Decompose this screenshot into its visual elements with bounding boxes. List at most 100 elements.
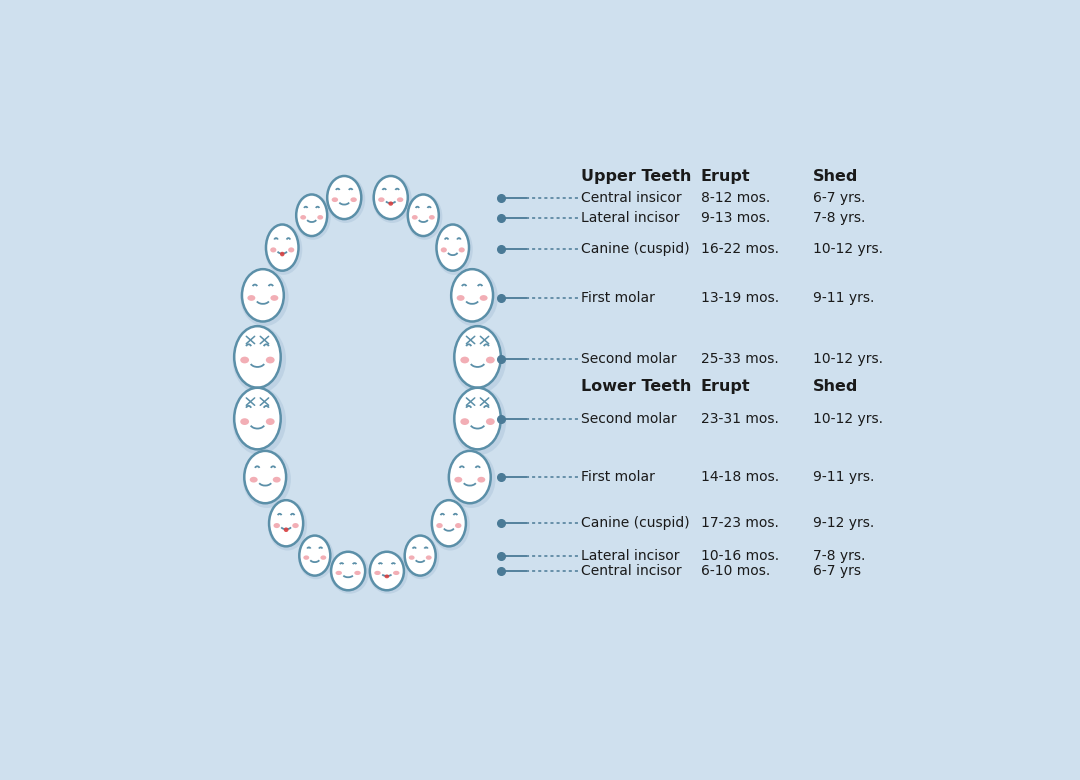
- Ellipse shape: [273, 523, 280, 528]
- Text: Lower Teeth: Lower Teeth: [581, 379, 691, 394]
- Text: First molar: First molar: [581, 470, 654, 484]
- Ellipse shape: [369, 551, 404, 590]
- Ellipse shape: [332, 551, 365, 590]
- Text: Canine (cuspid): Canine (cuspid): [581, 516, 689, 530]
- Ellipse shape: [449, 451, 490, 503]
- Text: Central incisor: Central incisor: [581, 564, 681, 578]
- Ellipse shape: [295, 194, 330, 239]
- Ellipse shape: [350, 197, 356, 202]
- Ellipse shape: [299, 536, 330, 576]
- Text: 9-11 yrs.: 9-11 yrs.: [813, 470, 875, 484]
- Ellipse shape: [270, 247, 276, 253]
- Ellipse shape: [269, 500, 303, 546]
- Text: 6-10 mos.: 6-10 mos.: [701, 564, 770, 578]
- Text: Central insicor: Central insicor: [581, 190, 681, 204]
- Ellipse shape: [404, 535, 440, 580]
- Text: 14-18 mos.: 14-18 mos.: [701, 470, 779, 484]
- Ellipse shape: [249, 477, 258, 483]
- Ellipse shape: [407, 194, 443, 239]
- Ellipse shape: [405, 536, 435, 576]
- Ellipse shape: [280, 252, 284, 257]
- Text: 13-19 mos.: 13-19 mos.: [701, 291, 779, 305]
- Ellipse shape: [268, 500, 307, 551]
- Ellipse shape: [449, 268, 498, 326]
- Text: Erupt: Erupt: [701, 379, 751, 394]
- Text: 9-12 yrs.: 9-12 yrs.: [813, 516, 875, 530]
- Ellipse shape: [432, 500, 465, 546]
- Text: 8-12 mos.: 8-12 mos.: [701, 190, 770, 204]
- Text: 10-12 yrs.: 10-12 yrs.: [813, 242, 883, 256]
- Ellipse shape: [459, 247, 464, 253]
- Text: 25-33 mos.: 25-33 mos.: [701, 353, 779, 367]
- Text: 10-16 mos.: 10-16 mos.: [701, 548, 779, 562]
- Ellipse shape: [232, 325, 286, 393]
- Ellipse shape: [453, 325, 507, 393]
- Ellipse shape: [329, 551, 369, 594]
- Ellipse shape: [486, 418, 495, 425]
- Ellipse shape: [396, 197, 403, 202]
- Ellipse shape: [332, 197, 338, 202]
- Text: Shed: Shed: [813, 379, 859, 394]
- Text: 7-8 yrs.: 7-8 yrs.: [813, 211, 865, 225]
- Text: 10-12 yrs.: 10-12 yrs.: [813, 353, 883, 367]
- Text: First molar: First molar: [581, 291, 654, 305]
- Ellipse shape: [273, 477, 281, 483]
- Ellipse shape: [451, 269, 494, 321]
- Ellipse shape: [375, 571, 381, 575]
- Text: 16-22 mos.: 16-22 mos.: [701, 242, 779, 256]
- Ellipse shape: [393, 571, 400, 575]
- Ellipse shape: [368, 551, 408, 594]
- Ellipse shape: [244, 451, 286, 503]
- Ellipse shape: [270, 295, 279, 301]
- Ellipse shape: [247, 295, 255, 301]
- Ellipse shape: [447, 450, 496, 508]
- Ellipse shape: [327, 176, 362, 219]
- Text: Lateral incisor: Lateral incisor: [581, 548, 679, 562]
- Text: Upper Teeth: Upper Teeth: [581, 169, 691, 184]
- Text: Shed: Shed: [813, 169, 859, 184]
- Text: 9-13 mos.: 9-13 mos.: [701, 211, 770, 225]
- Text: Second molar: Second molar: [581, 412, 676, 426]
- Ellipse shape: [336, 571, 342, 575]
- Text: 7-8 yrs.: 7-8 yrs.: [813, 548, 865, 562]
- Text: Lateral incisor: Lateral incisor: [581, 211, 679, 225]
- Ellipse shape: [435, 224, 473, 275]
- Ellipse shape: [457, 295, 464, 301]
- Ellipse shape: [266, 356, 274, 363]
- Ellipse shape: [241, 268, 288, 326]
- Ellipse shape: [293, 523, 299, 528]
- Ellipse shape: [374, 176, 408, 219]
- Text: 9-11 yrs.: 9-11 yrs.: [813, 291, 875, 305]
- Ellipse shape: [480, 295, 487, 301]
- Ellipse shape: [453, 387, 507, 455]
- Ellipse shape: [455, 477, 462, 483]
- Ellipse shape: [234, 326, 281, 388]
- Ellipse shape: [300, 215, 306, 220]
- Ellipse shape: [303, 555, 309, 560]
- Text: Erupt: Erupt: [701, 169, 751, 184]
- Ellipse shape: [460, 356, 469, 363]
- Ellipse shape: [326, 176, 365, 223]
- Ellipse shape: [460, 418, 469, 425]
- Ellipse shape: [426, 555, 432, 560]
- Ellipse shape: [373, 176, 411, 223]
- Ellipse shape: [318, 215, 323, 220]
- Ellipse shape: [354, 571, 361, 575]
- Ellipse shape: [408, 555, 415, 560]
- Ellipse shape: [234, 388, 281, 449]
- Ellipse shape: [321, 555, 326, 560]
- Ellipse shape: [441, 247, 447, 253]
- Ellipse shape: [240, 418, 249, 425]
- Ellipse shape: [378, 197, 384, 202]
- Ellipse shape: [477, 477, 485, 483]
- Ellipse shape: [288, 247, 294, 253]
- Text: Canine (cuspid): Canine (cuspid): [581, 242, 689, 256]
- Text: 6-7 yrs.: 6-7 yrs.: [813, 190, 865, 204]
- Ellipse shape: [298, 535, 334, 580]
- Ellipse shape: [240, 356, 249, 363]
- Ellipse shape: [266, 225, 298, 271]
- Ellipse shape: [436, 523, 443, 528]
- Ellipse shape: [265, 224, 302, 275]
- Ellipse shape: [243, 450, 291, 508]
- Ellipse shape: [266, 418, 274, 425]
